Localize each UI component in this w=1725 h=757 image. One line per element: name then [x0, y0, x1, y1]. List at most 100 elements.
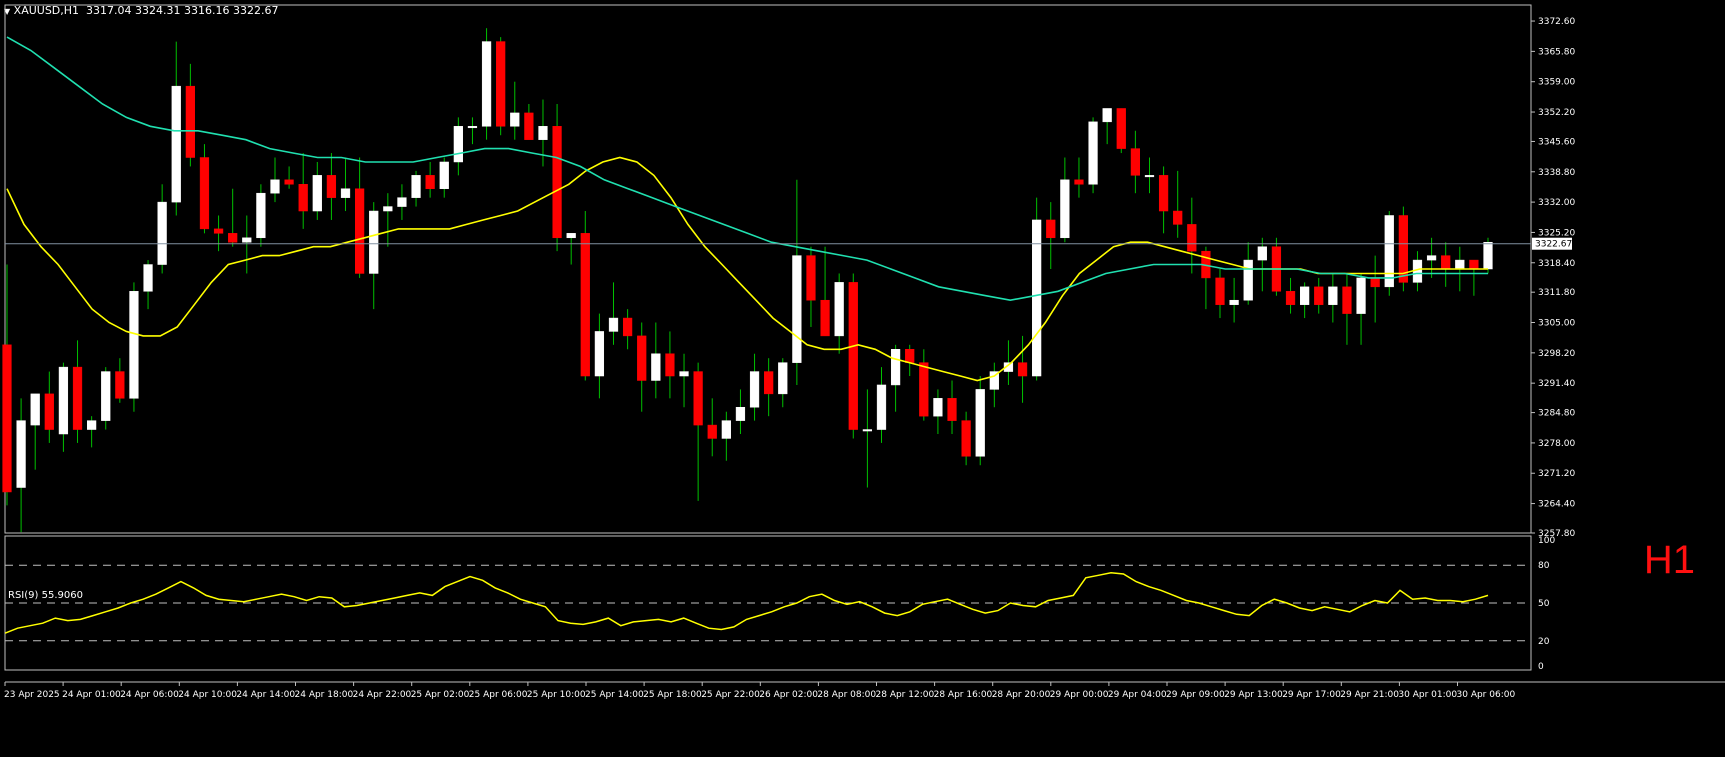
bull-candle-body	[735, 406, 746, 421]
price-tick-label: 3264.40	[1538, 500, 1575, 510]
bull-candle-body	[1102, 108, 1112, 123]
bull-candle-body	[467, 126, 478, 129]
candle	[764, 358, 774, 417]
price-tick-label: 3257.80	[1538, 529, 1575, 539]
candle	[354, 157, 365, 278]
candle	[1384, 211, 1394, 296]
bull-candle-body	[594, 331, 605, 377]
slow-ma-line	[6, 36, 1488, 302]
candle	[806, 246, 816, 327]
time-tick-label: 30 Apr 06:00	[1457, 690, 1516, 700]
candle	[989, 362, 999, 408]
time-tick-label: 28 Apr 16:00	[934, 690, 993, 700]
moving-averages	[6, 36, 1488, 382]
bull-candle-body	[242, 237, 252, 243]
price-tick-label: 3332.00	[1538, 198, 1575, 208]
bull-candle-body	[1483, 241, 1493, 270]
bear-candle-body	[1441, 255, 1451, 270]
candle	[298, 153, 308, 229]
price-tick-label: 3271.20	[1538, 469, 1575, 479]
current-price-tag: 3322.67	[5, 237, 1572, 250]
candle	[115, 358, 125, 403]
candle	[1102, 108, 1112, 145]
candle	[2, 264, 12, 506]
bull-candle-body	[778, 362, 788, 395]
candle	[1342, 273, 1352, 345]
candle	[778, 358, 788, 408]
candle	[1060, 157, 1070, 243]
bull-candle-body	[566, 233, 576, 239]
price-tick-label: 3298.20	[1538, 349, 1575, 359]
bull-candle-body	[439, 161, 449, 189]
candle	[44, 371, 54, 443]
candle	[270, 157, 280, 203]
candle	[411, 170, 421, 207]
candle	[312, 161, 322, 220]
candle	[496, 37, 506, 136]
bull-candle-body	[1243, 259, 1253, 301]
bear-candle-body	[185, 85, 195, 158]
bull-candle-body	[1300, 286, 1310, 305]
time-tick-label: 24 Apr 22:00	[353, 690, 412, 700]
candle	[326, 153, 337, 220]
candle	[1003, 340, 1014, 385]
candle	[566, 233, 576, 265]
bear-candle-body	[72, 366, 83, 430]
candle	[1215, 269, 1225, 319]
bull-candle-body	[129, 291, 139, 399]
price-tick-label: 3318.40	[1538, 259, 1575, 269]
bull-candle-body	[538, 126, 548, 140]
candle	[383, 193, 393, 247]
candle	[1300, 282, 1310, 319]
time-tick-label: 25 Apr 18:00	[643, 690, 702, 700]
bull-candle-body	[369, 210, 379, 274]
candle	[1271, 237, 1282, 296]
bear-candle-body	[961, 420, 971, 457]
bull-candle-body	[16, 420, 26, 488]
candle	[524, 104, 534, 140]
bear-candle-body	[1046, 219, 1056, 239]
time-tick-label: 24 Apr 18:00	[295, 690, 354, 700]
time-tick-label: 29 Apr 09:00	[1166, 690, 1225, 700]
time-tick-label: 30 Apr 01:00	[1398, 690, 1457, 700]
bull-candle-body	[30, 393, 40, 426]
time-tick-label: 25 Apr 06:00	[469, 690, 528, 700]
candle	[129, 282, 139, 412]
time-tick-label: 24 Apr 01:00	[62, 690, 121, 700]
candle	[651, 322, 661, 399]
chart-menu-icon[interactable]: ▼	[4, 7, 11, 16]
bull-candle-body	[157, 201, 167, 265]
candle	[961, 411, 971, 466]
candle	[1046, 202, 1056, 269]
bull-candle-body	[397, 197, 407, 207]
candle	[1483, 237, 1493, 274]
candle	[369, 202, 379, 310]
candle	[467, 117, 478, 145]
bull-candle-body	[256, 192, 266, 239]
time-tick-label: 29 Apr 04:00	[1108, 690, 1167, 700]
bear-candle-body	[1017, 362, 1028, 377]
bull-candle-body	[1144, 175, 1155, 178]
time-tick-label: 23 Apr 2025	[4, 690, 60, 700]
bear-candle-body	[354, 188, 365, 274]
candle	[848, 273, 858, 439]
candle	[1314, 277, 1324, 314]
bull-candle-body	[171, 85, 181, 203]
candle	[1441, 242, 1451, 287]
bear-candle-body	[806, 255, 816, 301]
bull-candle-body	[1328, 286, 1338, 305]
time-tick-label: 28 Apr 12:00	[876, 690, 935, 700]
candle	[510, 81, 520, 140]
candle	[1130, 130, 1141, 194]
chart-frame	[4, 4, 1725, 683]
candle	[481, 28, 492, 140]
candle	[185, 63, 195, 167]
candle	[284, 166, 294, 189]
candle	[1088, 117, 1098, 194]
candle	[665, 331, 675, 399]
bull-candle-body	[340, 188, 351, 198]
candle	[890, 344, 901, 412]
candle	[213, 215, 224, 252]
rsi-tick-label: 100	[1538, 536, 1555, 546]
